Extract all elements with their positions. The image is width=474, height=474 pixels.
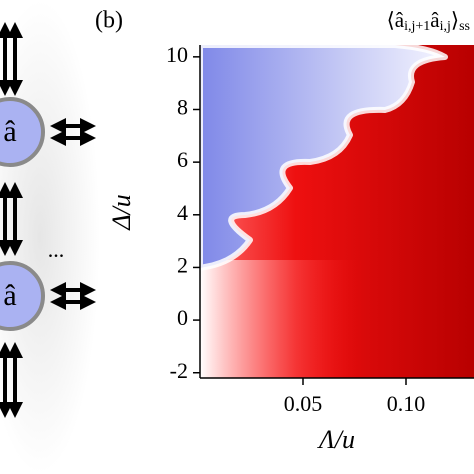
y-tick-label: 8 [177,95,188,120]
y-tick-label: 6 [177,147,188,172]
y-tick-label: 0 [177,305,188,330]
panel-label: (b) [95,8,123,34]
heatmap-low-region [200,260,474,378]
y-tick-label: -2 [170,358,188,383]
site-label: â [3,115,16,148]
ellipsis: ... [48,237,65,262]
chart-title: ⟨âi,j+1âi,j⟩ss [387,8,470,34]
title-part: ⟨â [387,8,405,32]
y-tick-label: 10 [166,42,188,67]
schematic: â â ... [0,0,100,474]
y-tick-label: 4 [177,200,188,225]
title-part: â [430,8,440,32]
title-subscript: i,j+1 [404,19,430,34]
hopping-arrows [0,22,96,418]
axes [199,45,474,379]
title-part: ⟩ [451,8,459,32]
title-subscript: ss [459,19,470,34]
x-tick-label: 0.05 [284,391,323,416]
site [0,97,45,167]
site [0,261,45,331]
heatmap [197,42,474,378]
y-tick-label: 2 [177,252,188,277]
y-axis-label: Δ/u [107,194,136,230]
heatmap-negative-region [197,42,448,271]
x-tick-label: 0.10 [387,391,426,416]
site-label: â [3,279,16,312]
x-axis-label: Λ/u [316,425,355,454]
title-subscript: i,j [440,19,451,34]
